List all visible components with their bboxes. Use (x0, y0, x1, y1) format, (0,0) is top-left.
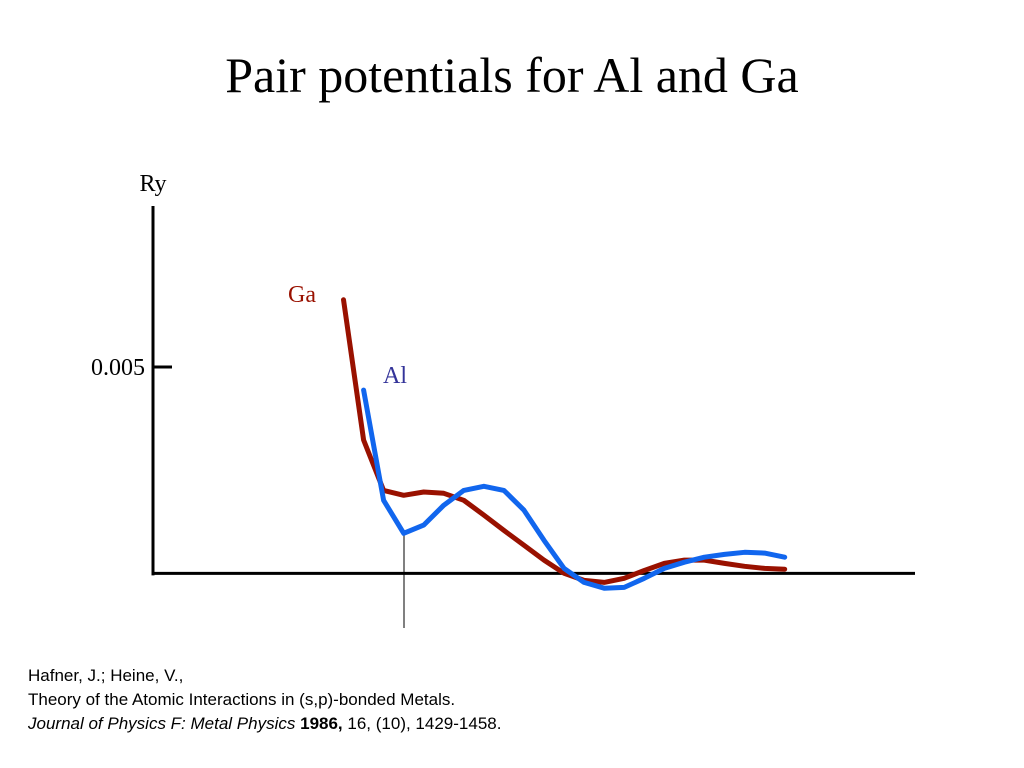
citation-year: 1986, (300, 714, 343, 733)
series-label: Al (383, 363, 407, 389)
chart-title: Pair potentials for Al and Ga (225, 47, 799, 103)
citation-authors: Hafner, J.; Heine, V., (28, 666, 184, 685)
citation-rest: 16, (10), 1429-1458. (347, 714, 502, 733)
series-line (361, 387, 788, 591)
citation-source: Journal of Physics F: Metal Physics 1986… (28, 712, 501, 736)
series-label: Ga (288, 282, 316, 308)
citation-title: Theory of the Atomic Interactions in (s,… (28, 690, 456, 709)
y-tick-label: 0.005 (91, 355, 145, 381)
y-axis-label: Ry (139, 171, 166, 197)
series-line (341, 297, 788, 585)
citation: Hafner, J.; Heine, V., Theory of the Ato… (28, 664, 501, 736)
citation-journal: Journal of Physics F: Metal Physics (28, 714, 296, 733)
chart: Pair potentials for Al and Ga Ry 0.005 Ga… (91, 47, 915, 628)
